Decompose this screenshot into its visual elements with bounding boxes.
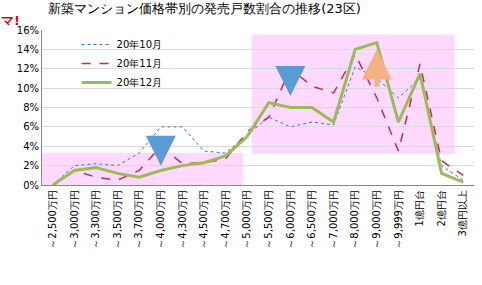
svg-text:16%: 16% [17, 25, 39, 36]
svg-text:20年11月: 20年11月 [117, 58, 162, 69]
svg-text:～3,000万円: ～3,000万円 [69, 190, 80, 249]
svg-text:～4,500万円: ～4,500万円 [198, 190, 209, 249]
svg-text:～4,700万円: ～4,700万円 [220, 190, 231, 249]
svg-text:8%: 8% [23, 102, 39, 113]
svg-text:6%: 6% [23, 121, 39, 132]
svg-text:マ!: マ! [1, 13, 20, 28]
svg-text:～4,000万円: ～4,000万円 [155, 190, 166, 249]
svg-text:～5,500万円: ～5,500万円 [263, 190, 274, 249]
svg-text:2%: 2% [23, 160, 39, 171]
svg-text:～9,000万円: ～9,000万円 [371, 190, 382, 249]
svg-text:14%: 14% [17, 44, 39, 55]
svg-text:0%: 0% [23, 180, 39, 191]
svg-text:～9,999万円: ～9,999万円 [393, 190, 404, 249]
svg-text:2億円台: 2億円台 [436, 190, 447, 226]
svg-text:20年10月: 20年10月 [117, 39, 162, 50]
svg-text:3億円以上: 3億円以上 [457, 190, 468, 236]
svg-text:1億円台: 1億円台 [414, 190, 425, 226]
svg-text:～8,000万円: ～8,000万円 [349, 190, 360, 249]
svg-text:～4,300万円: ～4,300万円 [177, 190, 188, 249]
svg-text:～6,500万円: ～6,500万円 [306, 190, 317, 249]
svg-text:20年12月: 20年12月 [117, 77, 162, 88]
svg-text:～6,000万円: ～6,000万円 [285, 190, 296, 249]
svg-text:～3,700万円: ～3,700万円 [133, 190, 144, 249]
svg-text:～2,500万円: ～2,500万円 [47, 190, 58, 249]
svg-text:～5,000万円: ～5,000万円 [241, 190, 252, 249]
svg-text:新築マンション価格帯別の発売戸数割合の推移(23区): 新築マンション価格帯別の発売戸数割合の推移(23区) [48, 1, 361, 16]
svg-text:4%: 4% [23, 141, 39, 152]
svg-text:12%: 12% [17, 63, 39, 74]
svg-text:～7,000万円: ～7,000万円 [328, 190, 339, 249]
svg-text:10%: 10% [17, 83, 39, 94]
svg-text:～3,500万円: ～3,500万円 [112, 190, 123, 249]
svg-text:～3,300万円: ～3,300万円 [90, 190, 101, 249]
